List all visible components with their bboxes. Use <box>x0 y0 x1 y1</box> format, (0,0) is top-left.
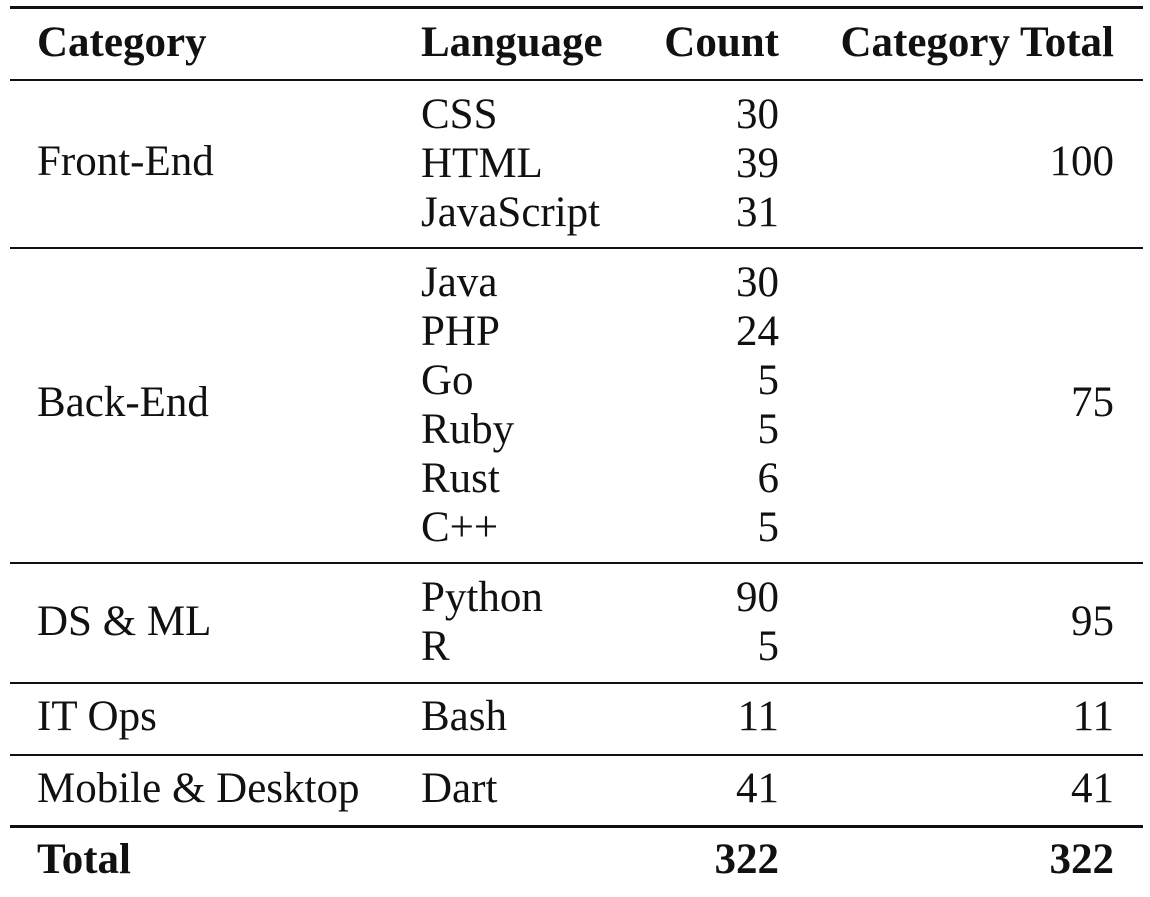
header-language: Language <box>421 19 603 66</box>
language-cell: R <box>421 623 450 670</box>
language-cell: CSS <box>421 91 498 138</box>
category-total-cell: 11 <box>1072 693 1114 740</box>
group-rule <box>10 247 1143 249</box>
language-list: Java PHP Go Ruby Rust C++ <box>421 258 514 552</box>
count-list: 30 24 5 5 6 5 <box>736 258 779 552</box>
language-list: CSS HTML JavaScript <box>421 90 600 237</box>
count-cell: 6 <box>757 455 780 502</box>
count-cell: 41 <box>736 765 779 812</box>
header-category: Category <box>37 19 207 66</box>
language-cell: HTML <box>421 140 543 187</box>
category-cell: DS & ML <box>37 598 212 645</box>
language-cell: PHP <box>421 308 500 355</box>
count-cell: 11 <box>737 693 779 740</box>
language-cell: Ruby <box>421 406 515 453</box>
footer-rule <box>10 825 1143 828</box>
category-cell: IT Ops <box>37 693 157 740</box>
count-cell: 24 <box>736 308 779 355</box>
header-category-total: Category Total <box>840 19 1114 66</box>
language-cell: C++ <box>421 504 499 551</box>
count-cell: 5 <box>757 406 780 453</box>
group-rule <box>10 754 1143 756</box>
count-cell: 31 <box>736 189 779 236</box>
total-category-total: 322 <box>1049 836 1115 883</box>
count-cell: 5 <box>757 357 780 404</box>
language-cell: Python <box>421 574 543 621</box>
group-rule <box>10 562 1143 564</box>
language-cell: Bash <box>421 693 507 740</box>
count-cell: 30 <box>736 259 779 306</box>
top-rule <box>10 6 1143 9</box>
category-cell: Front-End <box>37 138 214 185</box>
category-total-cell: 100 <box>1049 138 1115 185</box>
count-cell: 39 <box>736 140 779 187</box>
count-list: 90 5 <box>736 573 779 671</box>
language-cell: JavaScript <box>421 189 601 236</box>
category-total-cell: 75 <box>1071 379 1114 426</box>
category-total-cell: 95 <box>1071 598 1114 645</box>
category-cell: Back-End <box>37 379 209 426</box>
language-cell: Java <box>421 259 498 306</box>
header-rule <box>10 79 1143 81</box>
group-rule <box>10 682 1143 684</box>
language-cell: Rust <box>421 455 500 502</box>
count-cell: 5 <box>757 504 780 551</box>
total-label: Total <box>37 836 131 883</box>
count-cell: 90 <box>736 574 779 621</box>
language-list: Python R <box>421 573 543 671</box>
count-list: 30 39 31 <box>736 90 779 237</box>
category-total-cell: 41 <box>1071 765 1114 812</box>
language-cell: Dart <box>421 765 498 812</box>
header-count: Count <box>664 19 779 66</box>
count-cell: 30 <box>736 91 779 138</box>
language-count-table: Category Language Count Category Total F… <box>10 6 1143 890</box>
language-cell: Go <box>421 357 474 404</box>
category-cell: Mobile & Desktop <box>37 765 360 812</box>
total-count: 322 <box>714 836 780 883</box>
count-cell: 5 <box>757 623 780 670</box>
